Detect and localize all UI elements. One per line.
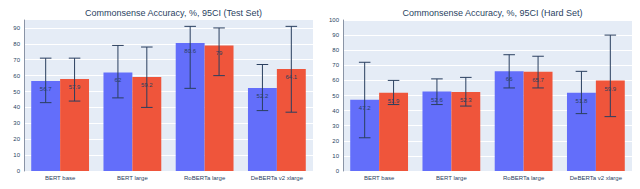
svg-text:DeBERTa v2 xlarge: DeBERTa v2 xlarge — [570, 175, 623, 181]
svg-text:20: 20 — [332, 138, 339, 144]
svg-text:BERT large: BERT large — [436, 175, 467, 181]
svg-text:80: 80 — [13, 41, 20, 47]
svg-text:0: 0 — [17, 168, 21, 174]
svg-text:20: 20 — [13, 136, 20, 142]
svg-text:BERT base: BERT base — [45, 175, 76, 181]
svg-text:70: 70 — [13, 57, 20, 63]
svg-text:57.9: 57.9 — [68, 84, 81, 90]
svg-text:BERT large: BERT large — [117, 175, 148, 181]
svg-text:50: 50 — [332, 93, 339, 99]
svg-text:79: 79 — [215, 50, 223, 57]
svg-text:80.6: 80.6 — [184, 47, 196, 54]
svg-text:59.9: 59.9 — [604, 85, 617, 92]
svg-text:59.2: 59.2 — [141, 81, 153, 88]
svg-text:52.2: 52.2 — [256, 93, 269, 99]
svg-text:RoBERTa large: RoBERTa large — [184, 175, 226, 181]
svg-text:50: 50 — [13, 89, 20, 95]
svg-text:30: 30 — [13, 120, 20, 126]
svg-text:10: 10 — [13, 152, 20, 158]
svg-text:100: 100 — [329, 17, 340, 23]
svg-text:47.2: 47.2 — [358, 104, 371, 111]
svg-text:Commonsense Accuracy, %, 95CI: Commonsense Accuracy, %, 95CI (Test Set) — [85, 8, 262, 18]
svg-text:66: 66 — [505, 76, 513, 83]
svg-text:40: 40 — [13, 104, 20, 110]
svg-text:65.7: 65.7 — [532, 76, 544, 83]
svg-text:90: 90 — [13, 25, 20, 31]
svg-text:60: 60 — [13, 73, 20, 79]
svg-text:56.7: 56.7 — [39, 85, 52, 92]
svg-text:62: 62 — [114, 77, 122, 84]
svg-text:70: 70 — [332, 62, 339, 68]
svg-text:RoBERTa large: RoBERTa large — [503, 175, 545, 181]
svg-text:52.6: 52.6 — [431, 96, 443, 103]
svg-text:80: 80 — [332, 47, 339, 53]
svg-text:51.9: 51.9 — [387, 97, 400, 104]
svg-text:64.1: 64.1 — [285, 74, 298, 81]
svg-text:30: 30 — [332, 123, 339, 129]
svg-text:Commonsense Accuracy, %, 95CI: Commonsense Accuracy, %, 95CI (Hard Set) — [403, 8, 583, 18]
svg-text:10: 10 — [332, 153, 339, 159]
svg-text:51.8: 51.8 — [575, 97, 588, 104]
svg-text:0: 0 — [336, 168, 340, 174]
svg-text:52.3: 52.3 — [460, 97, 472, 103]
svg-text:BERT base: BERT base — [364, 175, 395, 181]
svg-text:40: 40 — [332, 108, 339, 114]
svg-text:60: 60 — [332, 77, 339, 83]
svg-text:90: 90 — [332, 32, 339, 38]
svg-text:DeBERTa v2 xlarge: DeBERTa v2 xlarge — [251, 175, 304, 181]
